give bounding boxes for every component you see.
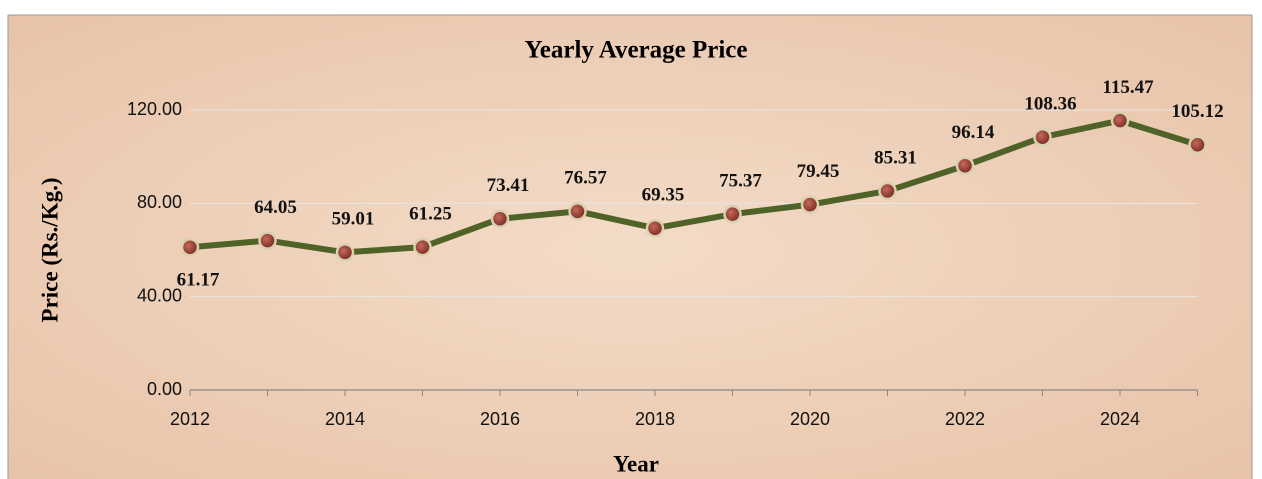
- data-label: 115.47: [1102, 77, 1154, 98]
- x-axis-title: Year: [613, 451, 659, 476]
- y-tick-label: 80.00: [137, 192, 182, 212]
- data-label: 105.12: [1171, 101, 1223, 122]
- series-line: [189, 117, 1199, 256]
- x-tick-label: 2022: [945, 409, 985, 429]
- data-point: [800, 195, 820, 214]
- x-tick-label: 2024: [1100, 409, 1140, 429]
- data-point: [1033, 127, 1052, 147]
- data-label: 79.45: [797, 161, 840, 182]
- data-label: 85.31: [874, 147, 917, 168]
- chart-title: Yearly Average Price: [524, 37, 747, 64]
- y-tick-label: 40.00: [137, 285, 182, 305]
- data-point: [568, 202, 587, 221]
- x-tick-label: 2012: [170, 409, 210, 429]
- data-point: [878, 181, 897, 201]
- data-point: [180, 238, 200, 257]
- data-label: 59.01: [332, 209, 375, 230]
- data-label: 76.57: [564, 168, 607, 189]
- x-tick-label: 2020: [790, 409, 830, 429]
- data-label: 75.37: [719, 171, 762, 192]
- data-point: [490, 209, 510, 228]
- y-tick-label: 120.00: [127, 99, 182, 119]
- data-label: 73.41: [487, 175, 530, 196]
- x-tick-label: 2016: [480, 409, 520, 429]
- data-label: 61.25: [409, 203, 452, 224]
- x-tick-label: 2014: [325, 409, 365, 429]
- y-axis-title: Price (Rs./Kg.): [37, 178, 62, 323]
- data-point: [1110, 111, 1130, 130]
- data-label: 61.17: [177, 270, 220, 291]
- data-label: 64.05: [254, 197, 297, 218]
- data-label: 69.35: [642, 185, 685, 206]
- data-point: [955, 156, 975, 175]
- data-point: [645, 218, 665, 238]
- data-point: [413, 237, 432, 257]
- data-point: [723, 204, 742, 224]
- y-tick-label: 0.00: [147, 379, 182, 399]
- data-label: 96.14: [952, 122, 995, 143]
- data-point: [258, 231, 277, 250]
- data-point: [335, 243, 355, 262]
- data-label: 108.36: [1024, 94, 1076, 115]
- x-tick-label: 2018: [635, 409, 675, 429]
- data-point: [1188, 135, 1207, 154]
